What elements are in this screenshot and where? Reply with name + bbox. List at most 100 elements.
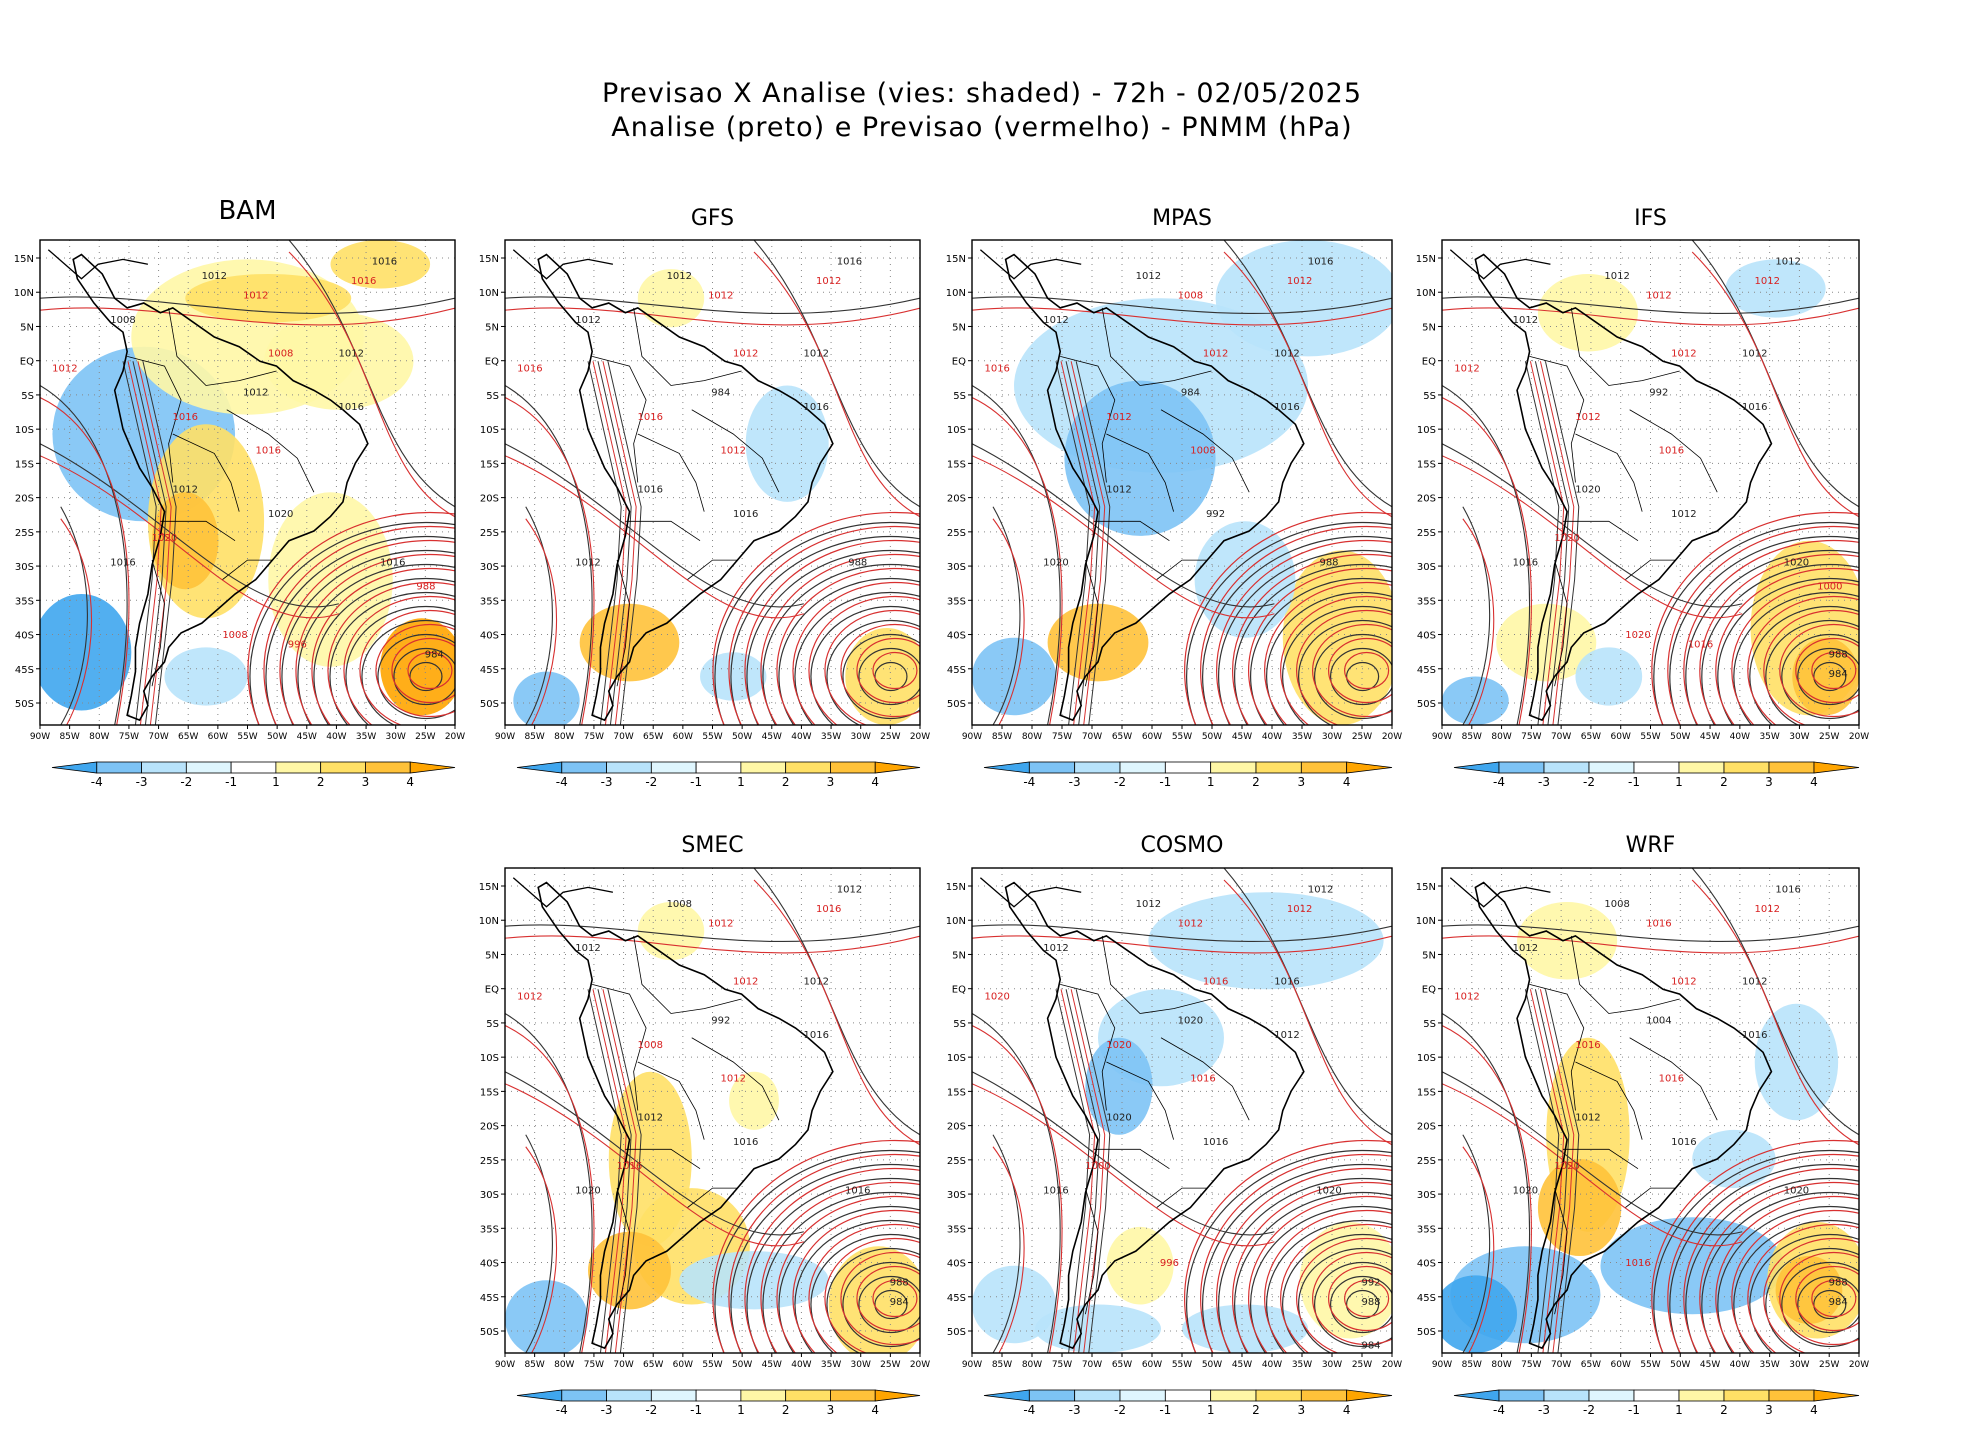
colorbar-swatch	[185, 761, 232, 774]
forecast-isobar	[1442, 397, 1532, 725]
lat-tick-label: 20S	[15, 494, 34, 505]
lat-tick-label: 25S	[480, 1156, 499, 1167]
country-border	[1570, 935, 1680, 1014]
lon-tick-label: 30W	[851, 732, 871, 742]
central-america-coast	[1449, 249, 1551, 280]
analysis-contour-label: 1020	[1178, 1016, 1203, 1027]
analysis-isobar	[288, 240, 455, 508]
lon-tick-label: 20W	[910, 732, 930, 742]
andes-isobar	[587, 989, 622, 1353]
country-border	[127, 356, 182, 483]
map-panel-smec: 1012 1008 1012 1012 1016 1012 1020 1016 1016 992 9…	[479, 867, 930, 1417]
analysis-isobar	[1749, 605, 1859, 725]
lon-tick-label: 35W	[1759, 1360, 1779, 1370]
forecast-isobar	[525, 518, 558, 725]
country-border	[1529, 356, 1585, 483]
lon-tick-label: 30W	[1789, 1360, 1809, 1370]
lon-tick-label: 30W	[1322, 1360, 1342, 1370]
forecast-contour-label: 1016	[517, 363, 542, 374]
lon-tick-label: 55W	[1172, 732, 1192, 742]
analysis-isobar	[794, 1219, 920, 1353]
colorbar-label: 4	[1343, 775, 1351, 789]
forecast-contour-label: 1016	[173, 412, 198, 423]
forecast-isobar	[263, 525, 455, 725]
andes-isobar	[1060, 361, 1096, 725]
forecast-isobar	[1651, 1139, 1859, 1353]
country-border	[226, 409, 315, 493]
analysis-contour-label: 1016	[837, 257, 862, 268]
forecast-isobar	[1715, 1195, 1859, 1353]
lon-tick-label: 60W	[1142, 1360, 1162, 1370]
colorbar-swatch	[606, 761, 652, 774]
lon-tick-label: 35W	[821, 1360, 841, 1370]
analysis-isobar	[810, 605, 920, 725]
forecast-isobar	[505, 455, 804, 619]
forecast-isobar	[972, 397, 1063, 725]
lat-tick-label: 30S	[15, 562, 34, 573]
analysis-isobar	[1298, 1247, 1392, 1353]
analysis-contour-label: 1020	[1513, 1185, 1538, 1196]
country-border	[633, 935, 742, 1014]
forecast-isobar	[505, 1025, 595, 1353]
analysis-contour-label: 1016	[1274, 402, 1299, 413]
bias-shading	[264, 312, 414, 410]
andes-isobar	[597, 989, 632, 1353]
analysis-contour-label: 1016	[1274, 977, 1299, 988]
forecast-isobar	[1223, 879, 1392, 1146]
analysis-contour-label: 1012	[1513, 943, 1538, 954]
lon-tick-label: 20W	[445, 732, 465, 742]
analysis-isobar	[730, 535, 920, 725]
lat-tick-label: EQ	[1422, 357, 1436, 368]
colorbar-swatch	[1164, 761, 1212, 774]
colorbar: -4 -3 -2 -1 1 2 3 4	[516, 1389, 921, 1417]
analysis-contour-label: 1016	[1742, 1030, 1767, 1041]
analysis-isobar	[40, 443, 339, 608]
analysis-isobar	[1797, 1275, 1859, 1334]
analysis-isobar	[810, 1233, 920, 1353]
analysis-contour-label: 1004	[1646, 1016, 1671, 1027]
country-border	[1554, 1187, 1568, 1315]
bias-shading	[1792, 637, 1859, 716]
colorbar-label: -2	[180, 775, 192, 789]
central-america-coast	[979, 877, 1082, 908]
lon-tick-label: 85W	[59, 732, 79, 742]
forecast-contour-label: 1008	[1190, 446, 1215, 457]
lon-tick-label: 50W	[267, 732, 287, 742]
lon-tick-label: 25W	[1819, 1360, 1839, 1370]
lon-tick-label: 75W	[1521, 1360, 1541, 1370]
forecast-isobar	[1216, 539, 1392, 725]
panel-title-gfs: GFS	[690, 206, 735, 231]
analysis-contour-label: 1016	[1775, 885, 1800, 896]
forecast-contour-label: 1012	[721, 1074, 746, 1085]
andes-isobar	[1529, 989, 1565, 1353]
colorbar-label: -4	[91, 775, 103, 789]
lon-tick-label: 55W	[1640, 732, 1660, 742]
analysis-isobar	[505, 1071, 804, 1236]
forecast-contour-label: 1012	[1178, 919, 1203, 930]
colorbar-swatch	[409, 761, 456, 774]
analysis-contour-label: 1012	[575, 943, 600, 954]
lat-tick-label: 5S	[486, 391, 499, 402]
colorbar-label: -3	[601, 1403, 613, 1417]
forecast-isobar	[1779, 1251, 1859, 1346]
country-border	[1562, 520, 1639, 542]
bias-shading	[679, 1251, 829, 1310]
analysis-contour-label: 984	[1829, 669, 1848, 680]
forecast-contour-label: 1012	[733, 977, 758, 988]
lat-tick-label: 5N	[20, 322, 34, 333]
analysis-isobar	[992, 506, 1021, 725]
country-border	[625, 520, 701, 542]
forecast-isobar	[1811, 651, 1857, 690]
forecast-contour-label: 1020	[1554, 1161, 1579, 1172]
forecast-isobar	[1731, 1209, 1859, 1353]
lon-tick-label: 90W	[962, 732, 982, 742]
forecast-contour-label: 1016	[1190, 1074, 1215, 1085]
lon-tick-label: 25W	[1819, 732, 1839, 742]
analysis-isobar	[313, 577, 455, 725]
forecast-isobar	[311, 567, 455, 725]
colorbar-swatch	[1453, 761, 1500, 774]
lat-tick-label: 35S	[1417, 1224, 1436, 1235]
lat-tick-label: 15S	[947, 459, 966, 470]
colorbar-swatch	[785, 761, 831, 774]
